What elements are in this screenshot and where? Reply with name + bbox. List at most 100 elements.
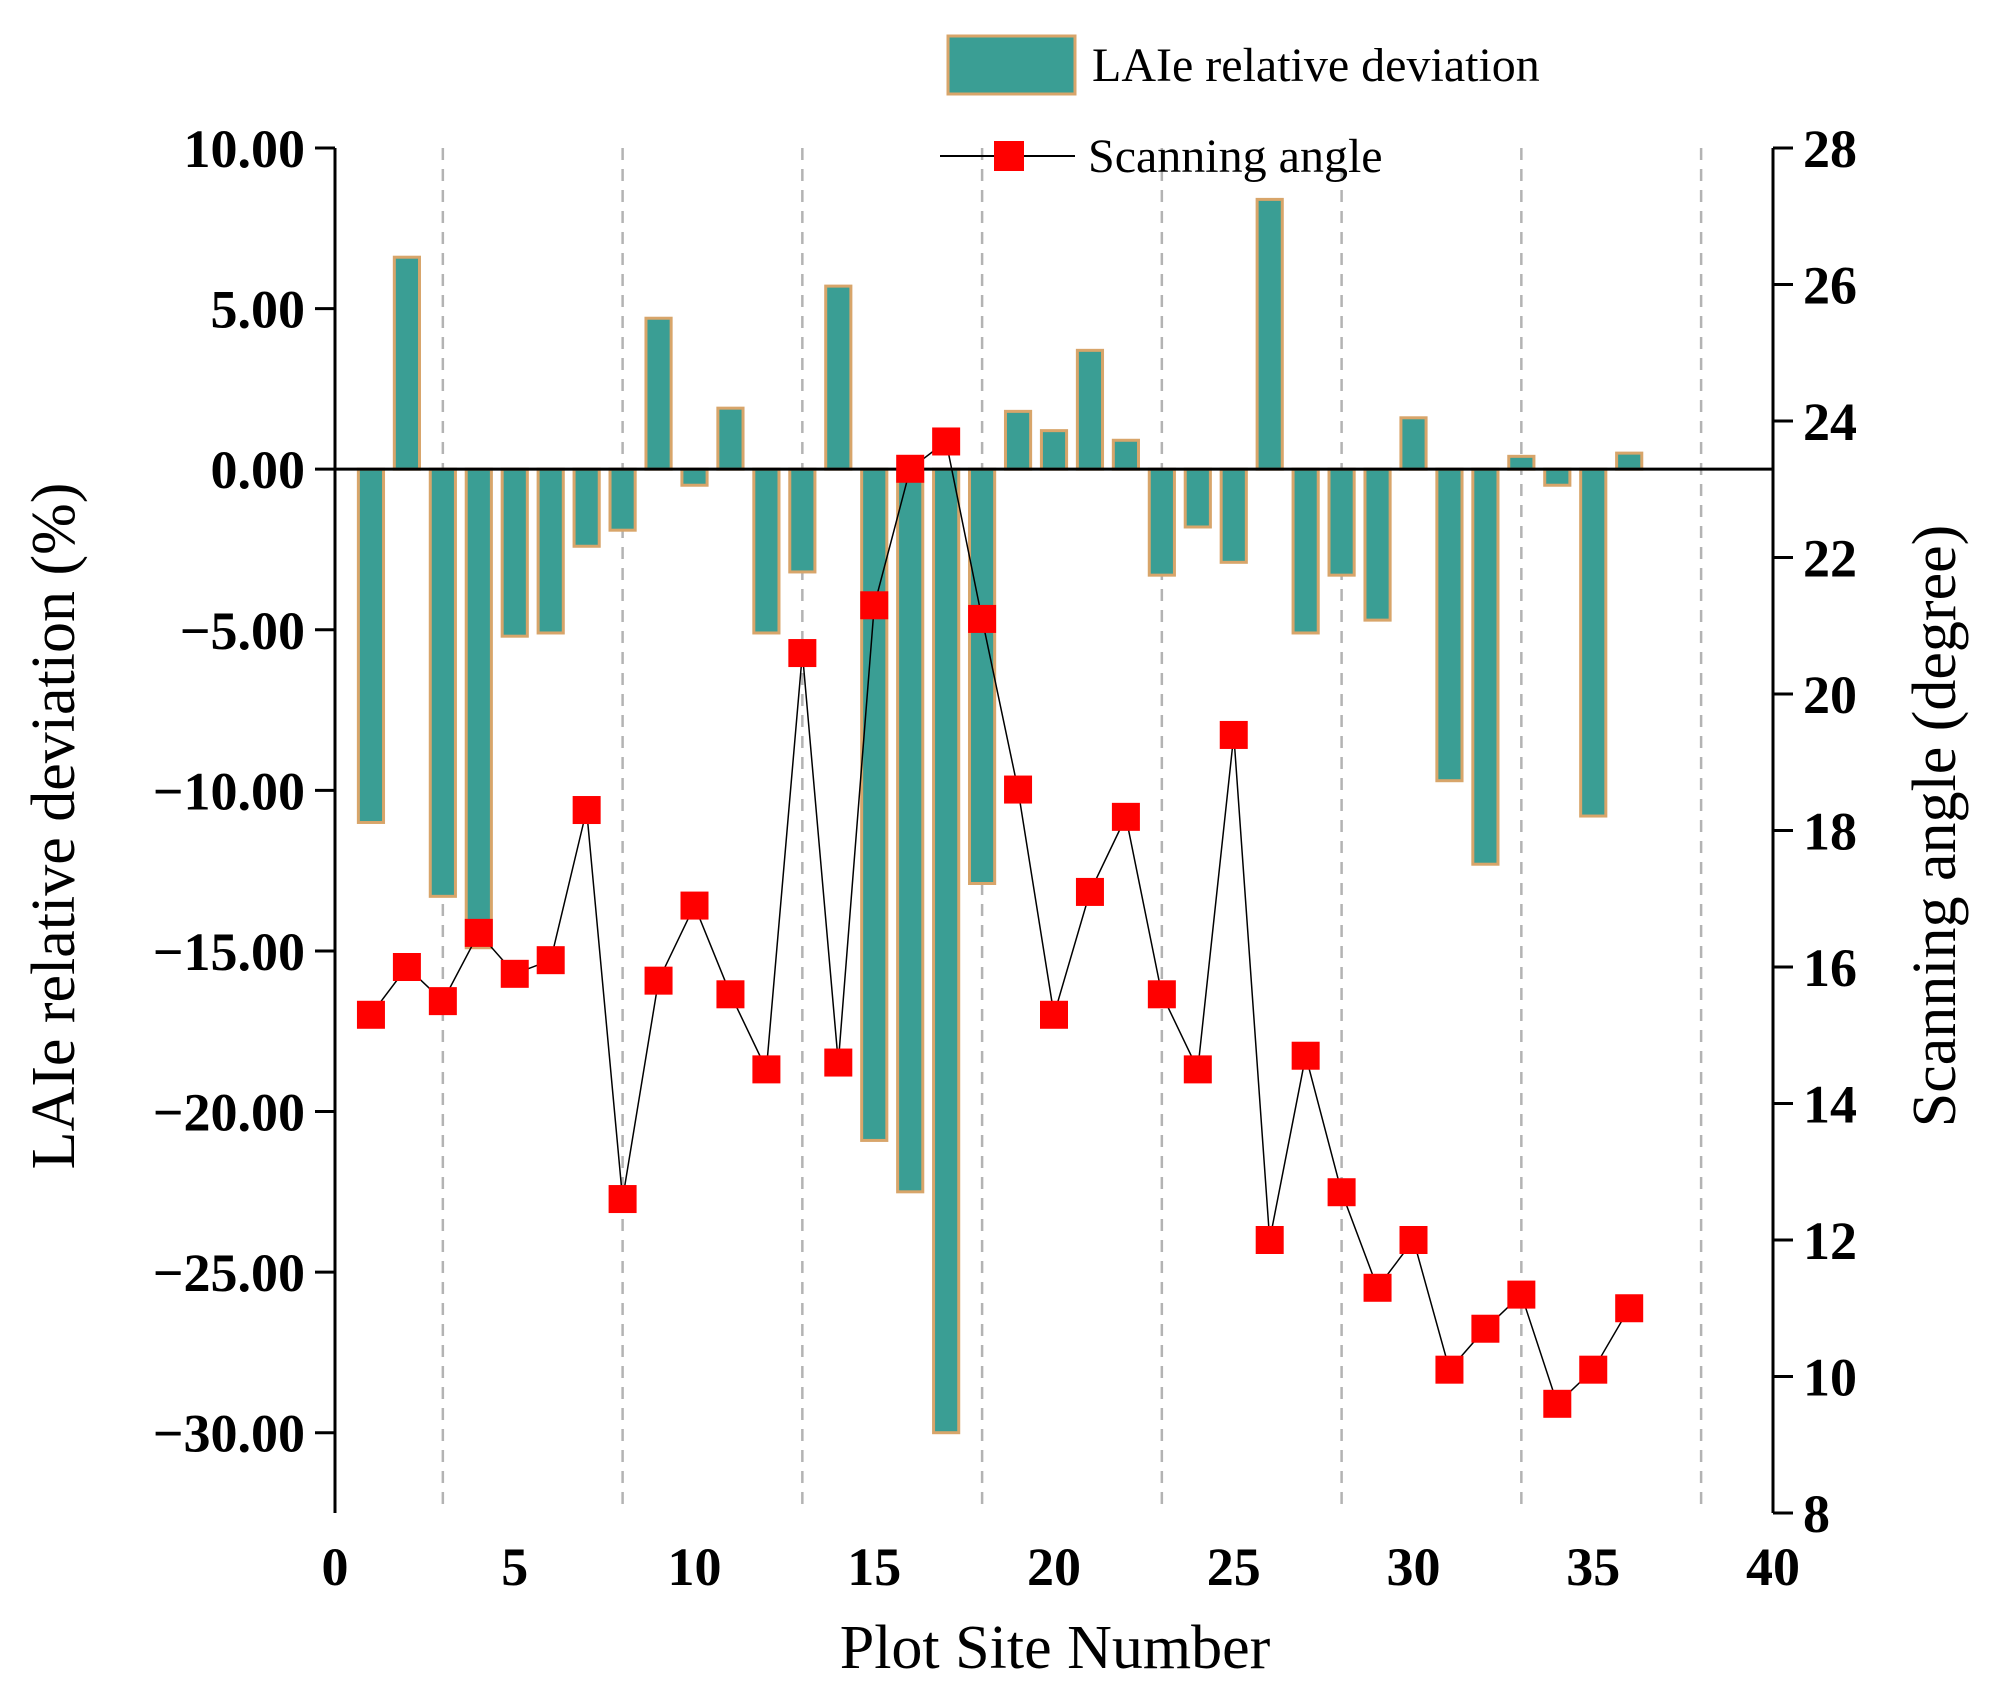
bar <box>1111 438 1140 471</box>
bar <box>1327 467 1356 577</box>
scanning-angle-line <box>370 440 1630 1406</box>
x-tick-label: 0 <box>322 1537 349 1597</box>
scanning-angle-marker <box>1471 1314 1500 1343</box>
y2-tick-label: 24 <box>1803 392 1857 452</box>
bar <box>1003 409 1033 471</box>
scanning-angle-marker <box>644 966 673 995</box>
bar <box>1471 467 1500 866</box>
scanning-angle-marker <box>752 1055 781 1084</box>
scanning-angle-marker <box>788 639 817 668</box>
scanning-angle-marker <box>392 953 421 981</box>
bar <box>392 255 421 471</box>
y2-tick-label: 28 <box>1803 119 1857 179</box>
bar <box>1543 467 1572 487</box>
scanning-angle-marker <box>896 454 925 483</box>
bar <box>680 467 709 487</box>
y2-axis-title: Scanning angle (degree) <box>1901 525 1969 1128</box>
y2-tick-label: 14 <box>1803 1075 1857 1135</box>
scanning-angle-marker <box>1219 720 1248 749</box>
bar <box>1147 467 1176 577</box>
scanning-angle-marker <box>1255 1226 1284 1254</box>
scanning-angle-marker <box>572 796 601 825</box>
bar <box>1291 467 1320 635</box>
y-tick-label: −25.00 <box>153 1243 305 1303</box>
y-tick-label: 5.00 <box>211 280 306 340</box>
bar <box>1219 467 1248 564</box>
scanning-angle-marker <box>680 891 709 920</box>
scanning-angle-marker <box>1111 802 1140 831</box>
bar <box>752 467 781 635</box>
bar <box>716 406 745 471</box>
scanning-angle-marker <box>1327 1178 1356 1207</box>
scanning-angle-marker <box>1183 1055 1212 1084</box>
scanning-angle-marker <box>1040 1000 1068 1029</box>
line-series <box>356 427 1644 1418</box>
y2-tick-label: 16 <box>1803 938 1857 998</box>
y2-tick-label: 10 <box>1803 1348 1857 1408</box>
scanning-angle-marker <box>1579 1355 1608 1384</box>
bar <box>932 467 961 1435</box>
bar <box>536 467 565 635</box>
y2-tick-label: 26 <box>1803 256 1857 316</box>
bar <box>464 467 493 950</box>
scanning-angle-marker <box>464 918 493 947</box>
bar <box>1507 454 1536 471</box>
scanning-angle-marker <box>1399 1226 1428 1254</box>
scanning-angle-marker <box>932 427 961 456</box>
axes <box>315 146 1793 1515</box>
bar <box>1615 451 1644 471</box>
scanning-angle-marker <box>1291 1041 1320 1070</box>
bar <box>788 467 817 574</box>
y-tick-label: 0.00 <box>211 440 306 500</box>
y2-tick-label: 22 <box>1803 529 1857 589</box>
scanning-angle-marker <box>356 1000 385 1029</box>
scanning-angle-marker <box>1435 1355 1464 1384</box>
x-axis-title: Plot Site Number <box>840 1614 1271 1682</box>
bar <box>860 467 889 1142</box>
legend-bar-label: LAIe relative deviation <box>1092 39 1540 92</box>
bar <box>1363 467 1392 622</box>
bar <box>428 467 457 898</box>
scanning-angle-marker <box>608 1185 637 1214</box>
bar <box>1399 416 1428 471</box>
x-tick-label: 5 <box>501 1537 528 1597</box>
x-tick-label: 35 <box>1566 1537 1620 1597</box>
bar <box>644 316 673 471</box>
y2-tick-label: 12 <box>1803 1211 1857 1271</box>
bar-series <box>356 197 1644 1435</box>
x-tick-label: 15 <box>847 1537 901 1597</box>
y-tick-label: 10.00 <box>184 119 306 179</box>
bar <box>1579 467 1608 818</box>
bar <box>500 467 529 638</box>
scanning-angle-marker <box>500 959 529 988</box>
bar <box>896 467 925 1194</box>
x-tick-label: 10 <box>668 1537 722 1597</box>
y-tick-label: −30.00 <box>153 1404 305 1464</box>
bar <box>1255 197 1284 471</box>
scanning-angle-marker <box>428 987 457 1016</box>
bar <box>356 467 386 824</box>
bar <box>824 284 853 471</box>
scanning-angle-marker <box>716 980 745 1009</box>
scanning-angle-marker <box>536 946 565 975</box>
bar <box>1039 429 1069 471</box>
y2-tick-label: 18 <box>1803 802 1857 862</box>
bar <box>1183 467 1212 529</box>
bar <box>968 467 997 885</box>
scanning-angle-marker <box>1615 1294 1644 1323</box>
x-tick-label: 25 <box>1207 1537 1261 1597</box>
y-tick-label: −5.00 <box>180 601 305 661</box>
legend-line-marker <box>994 141 1024 171</box>
bar <box>608 467 637 532</box>
legend-line-label: Scanning angle <box>1088 130 1383 183</box>
y2-tick-label: 8 <box>1803 1484 1830 1544</box>
y-tick-label: −15.00 <box>153 922 305 982</box>
y2-tick-label: 20 <box>1803 665 1857 725</box>
bar <box>572 467 601 548</box>
legend-bar-swatch <box>946 34 1077 96</box>
scanning-angle-marker <box>1507 1280 1536 1309</box>
scanning-angle-marker <box>1075 877 1104 906</box>
bar <box>1075 348 1105 471</box>
y-tick-label: −20.00 <box>153 1083 305 1143</box>
